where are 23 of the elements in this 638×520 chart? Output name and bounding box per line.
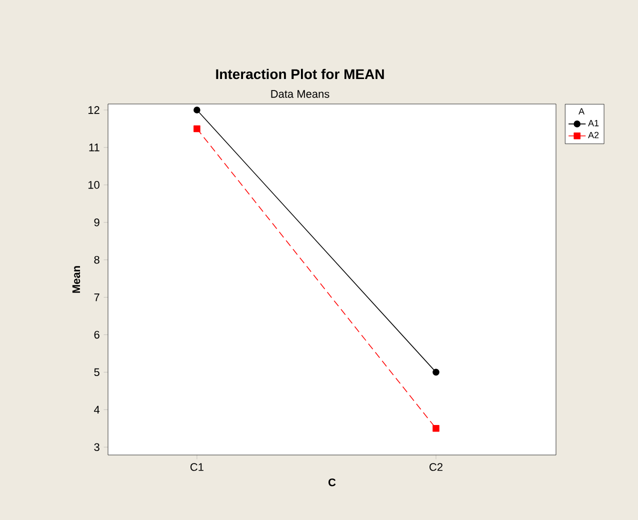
y-axis-title: Mean <box>72 266 80 293</box>
x-tick-label: C2 <box>430 463 442 471</box>
chart-subtitle: Data Means <box>271 90 330 98</box>
legend-label: A1 <box>588 120 599 126</box>
point <box>432 424 440 432</box>
legend-title: A <box>578 108 585 114</box>
point <box>432 368 440 376</box>
y-tick-label: 11 <box>89 144 100 152</box>
chart-title: Interaction Plot for MEAN <box>216 68 384 80</box>
y-tick-label: 6 <box>94 330 100 339</box>
y-tick-label: 8 <box>94 256 100 264</box>
x-axis-title: C <box>328 478 336 486</box>
legend-label: A2 <box>588 132 599 138</box>
x-tick-label: C1 <box>190 463 204 471</box>
y-tick-label: 10 <box>88 181 100 189</box>
point <box>194 106 200 114</box>
y-tick-label: 5 <box>94 368 100 376</box>
point <box>194 125 200 132</box>
y-tick-label: 7 <box>94 294 100 302</box>
y-tick-label: 3 <box>94 443 100 452</box>
y-tick-label: 9 <box>94 218 100 226</box>
y-tick-label: 4 <box>94 406 100 414</box>
y-tick-label: 12 <box>88 106 100 114</box>
